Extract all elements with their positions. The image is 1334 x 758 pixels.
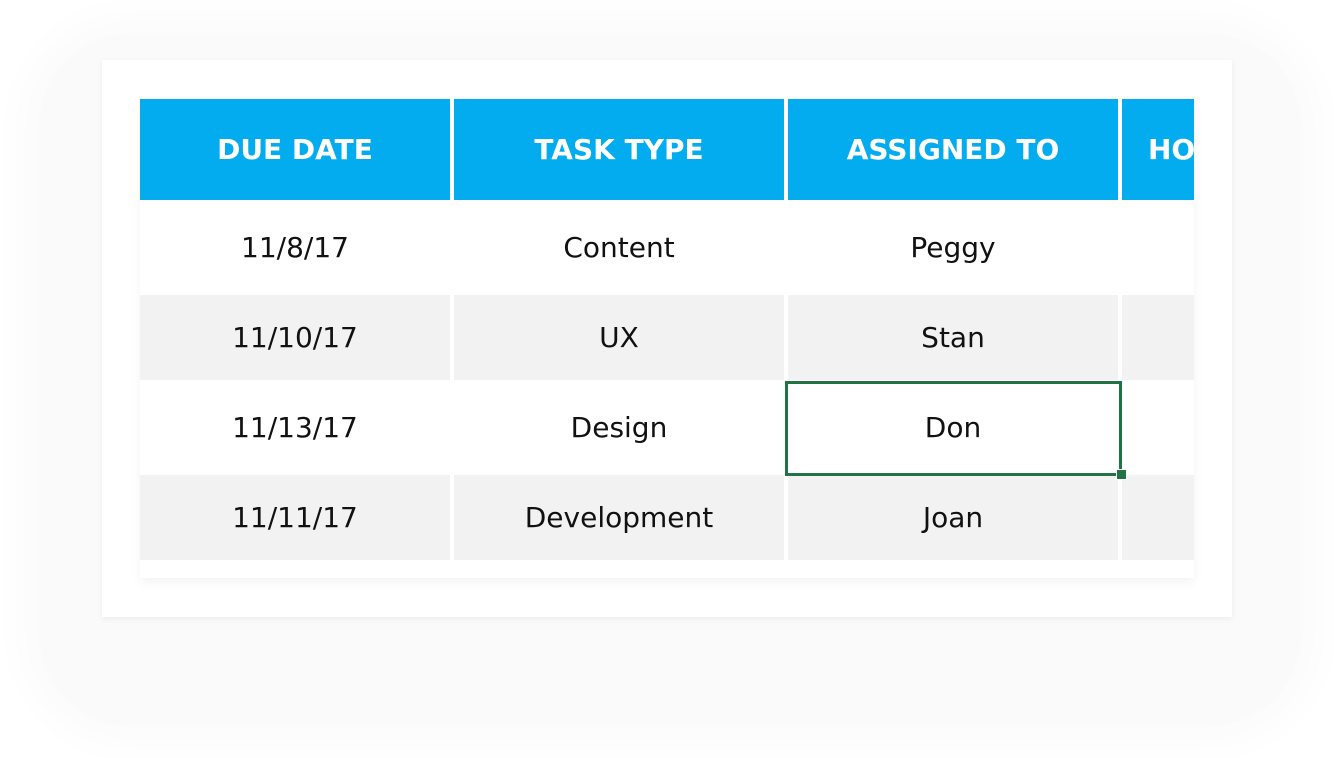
cell-due-date[interactable]: 11/13/17: [232, 411, 358, 444]
cell-task-type[interactable]: Design: [570, 411, 668, 444]
cell-hours[interactable]: [1122, 475, 1194, 560]
cell-due-date[interactable]: 11/11/17: [140, 475, 450, 560]
header-task-type[interactable]: TASK TYPE: [454, 99, 784, 200]
table-row: 11/13/17 Design Don: [140, 380, 1194, 475]
table-row: 11/8/17 Content Peggy: [140, 200, 1194, 295]
cell-assigned-to[interactable]: Stan: [788, 295, 1118, 380]
cell-due-date[interactable]: 11/8/17: [241, 231, 349, 264]
fill-handle[interactable]: [1116, 469, 1127, 480]
cell-hours[interactable]: [1122, 295, 1194, 380]
cell-task-type[interactable]: UX: [454, 295, 784, 380]
cell-assigned-to[interactable]: Peggy: [910, 231, 996, 264]
header-due-date[interactable]: DUE DATE: [140, 99, 450, 200]
cell-hours[interactable]: [1122, 380, 1194, 475]
table-row: 11/10/17 UX Stan: [140, 295, 1194, 380]
spreadsheet-table: DUE DATE TASK TYPE ASSIGNED TO HO 11/8/1…: [140, 99, 1194, 578]
cell-due-date[interactable]: 11/10/17: [140, 295, 450, 380]
cell-task-type[interactable]: Content: [563, 231, 675, 264]
cell-task-type[interactable]: Development: [454, 475, 784, 560]
cell-assigned-to[interactable]: Joan: [788, 475, 1118, 560]
cell-assigned-to-selected[interactable]: Don: [924, 411, 982, 444]
cell-hours[interactable]: [1122, 200, 1194, 295]
table-row: 11/11/17 Development Joan: [140, 475, 1194, 560]
header-row: DUE DATE TASK TYPE ASSIGNED TO HO: [140, 99, 1194, 200]
header-assigned-to[interactable]: ASSIGNED TO: [788, 99, 1118, 200]
header-hours[interactable]: HO: [1122, 99, 1194, 200]
